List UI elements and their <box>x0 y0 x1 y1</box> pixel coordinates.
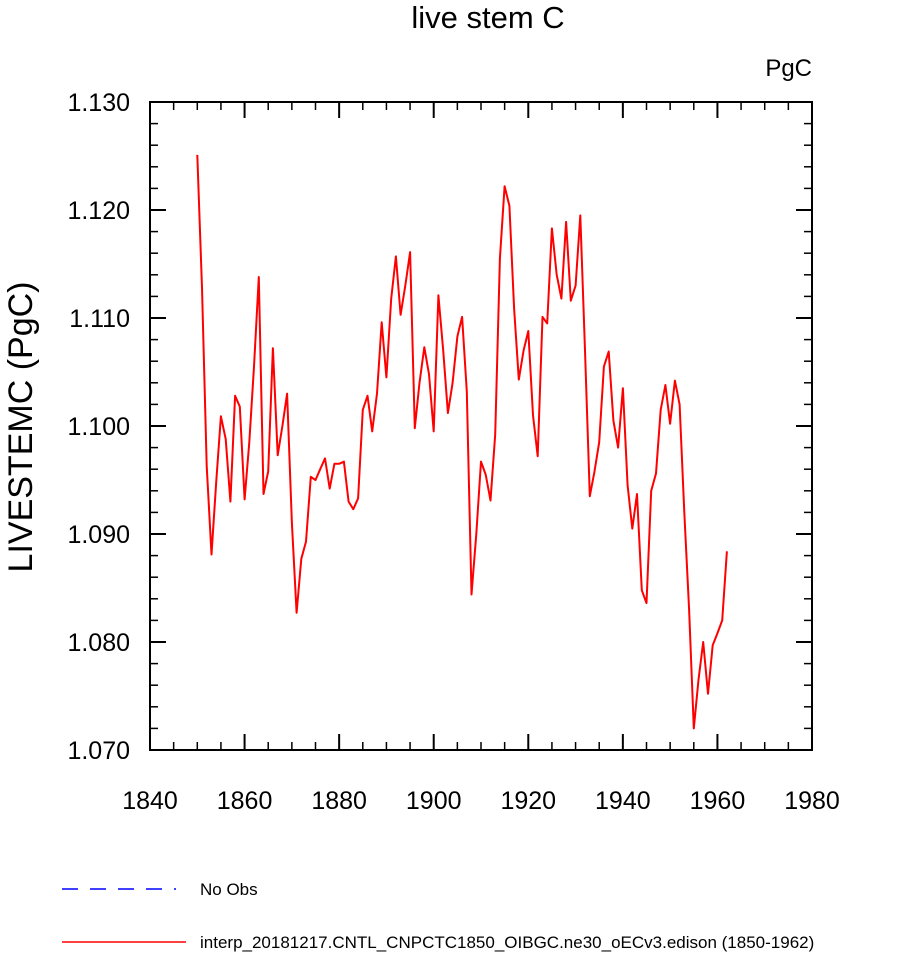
chart-title: live stem C <box>411 0 564 35</box>
units-label: PgC <box>765 55 812 82</box>
y-tick-label: 1.120 <box>67 197 130 225</box>
x-tick-label: 1980 <box>784 787 840 815</box>
legend-label-no-obs: No Obs <box>200 880 258 899</box>
x-tick-label: 1880 <box>311 787 367 815</box>
y-tick-label: 1.110 <box>69 305 130 333</box>
y-tick-label: 1.080 <box>67 629 130 657</box>
y-tick-label: 1.090 <box>67 521 130 549</box>
series-line <box>196 154 728 730</box>
series-lines <box>196 154 728 730</box>
axis-ticks <box>149 101 813 751</box>
legend: No Obs interp_20181217.CNTL_CNPCTC1850_O… <box>62 880 814 952</box>
y-tick-label: 1.070 <box>67 737 130 765</box>
x-tick-label: 1920 <box>500 787 556 815</box>
x-tick-label: 1860 <box>217 787 273 815</box>
x-tick-label: 1900 <box>406 787 462 815</box>
y-axis-label: LIVESTEMC (PgC) <box>2 282 40 573</box>
x-tick-label: 1940 <box>595 787 651 815</box>
x-tick-label: 1960 <box>690 787 746 815</box>
y-tick-labels: 1.070 1.080 1.090 1.100 1.110 1.120 1.130 <box>67 89 130 765</box>
legend-label-model: interp_20181217.CNTL_CNPCTC1850_OIBGC.ne… <box>200 933 814 952</box>
x-tick-labels: 1840 1860 1880 1900 1920 1940 1960 1980 <box>122 787 840 815</box>
x-tick-label: 1840 <box>122 787 178 815</box>
y-tick-label: 1.130 <box>67 89 130 117</box>
y-tick-label: 1.100 <box>67 413 130 441</box>
